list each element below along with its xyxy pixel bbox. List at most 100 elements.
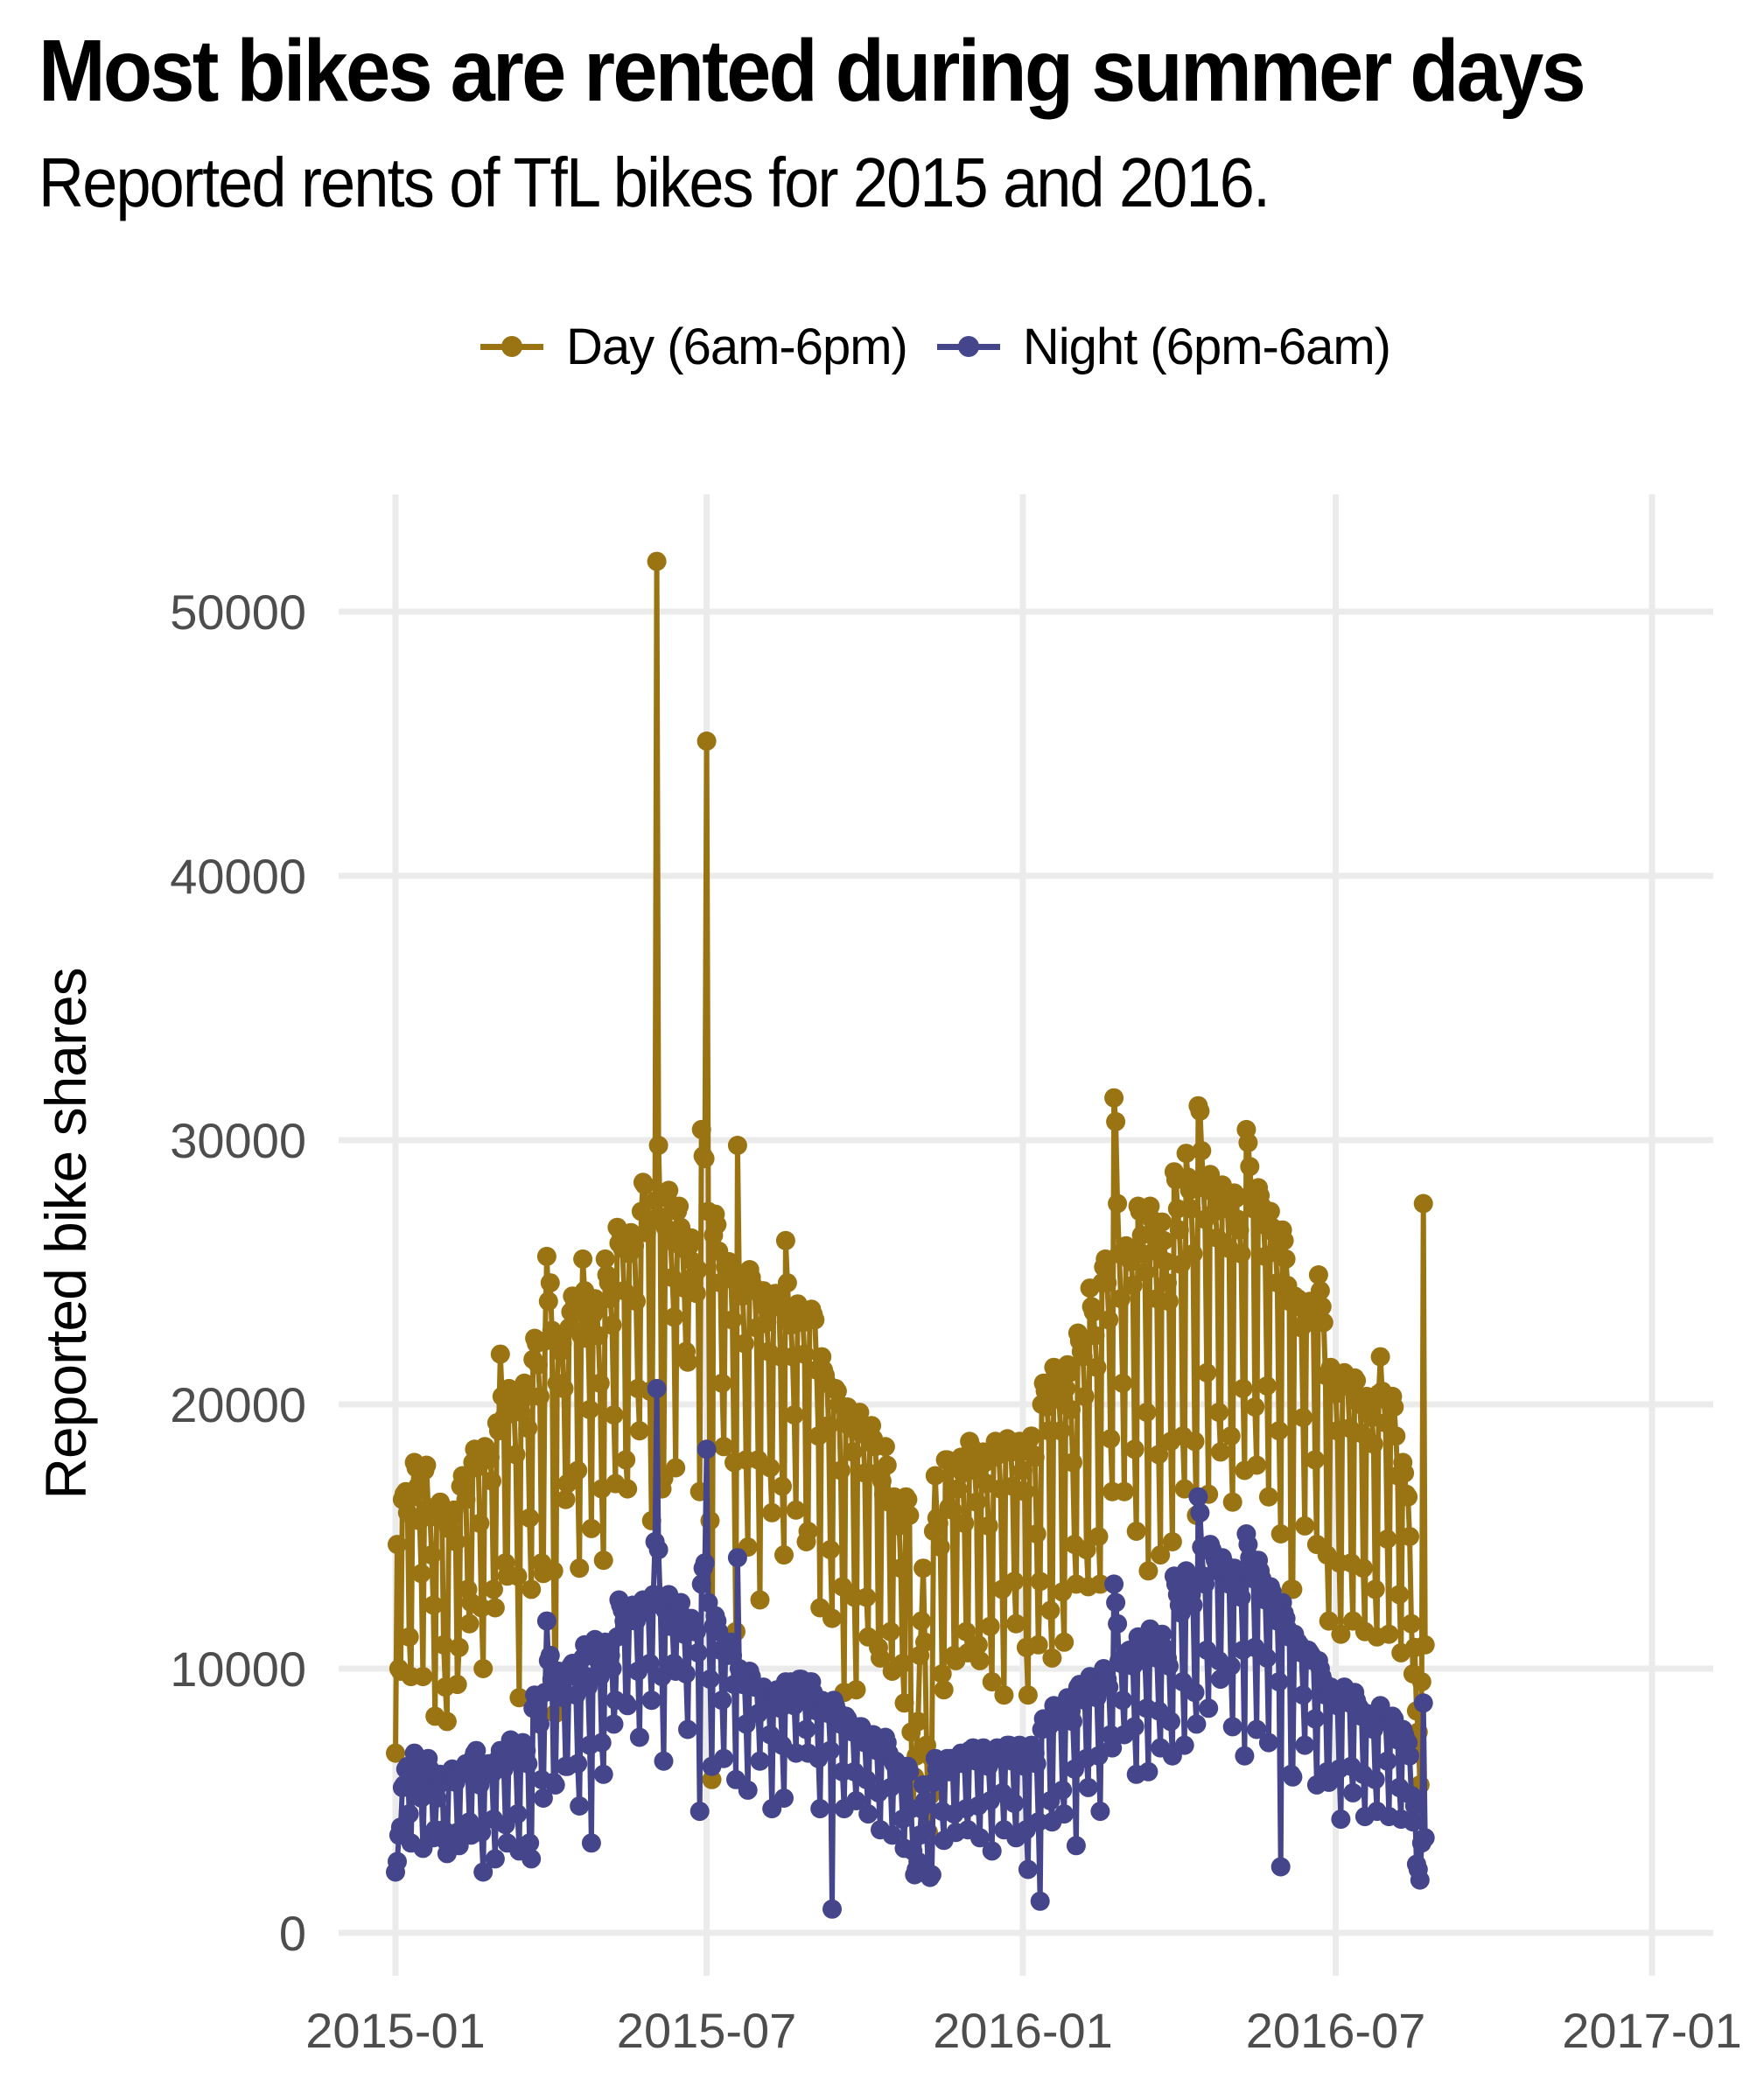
day-data-point bbox=[1363, 1434, 1383, 1454]
day-data-point bbox=[723, 1310, 742, 1330]
night-data-point bbox=[1415, 1828, 1435, 1848]
night-data-point bbox=[1319, 1772, 1339, 1792]
night-data-point bbox=[545, 1774, 565, 1795]
night-data-point bbox=[1186, 1714, 1207, 1734]
y-tick-label: 20000 bbox=[170, 1377, 306, 1432]
day-data-point bbox=[908, 1712, 928, 1732]
night-data-point bbox=[1270, 1857, 1291, 1877]
night-data-point bbox=[604, 1714, 624, 1734]
day-data-point bbox=[1395, 1463, 1415, 1483]
day-data-point bbox=[447, 1675, 467, 1695]
day-data-point bbox=[659, 1180, 679, 1200]
day-data-point bbox=[1283, 1579, 1303, 1600]
day-data-point bbox=[580, 1400, 599, 1419]
y-tick-label: 40000 bbox=[170, 849, 306, 904]
night-data-point bbox=[520, 1833, 540, 1853]
day-data-point bbox=[1113, 1373, 1132, 1393]
night-data-point bbox=[882, 1825, 902, 1845]
day-data-point bbox=[1276, 1249, 1296, 1269]
day-data-point bbox=[843, 1442, 863, 1462]
night-data-point bbox=[691, 1574, 711, 1594]
day-data-point bbox=[702, 1769, 722, 1789]
night-data-point bbox=[1028, 1812, 1048, 1832]
night-data-point bbox=[533, 1788, 553, 1808]
night-data-point bbox=[1078, 1777, 1098, 1797]
day-data-point bbox=[892, 1654, 913, 1673]
day-data-point bbox=[1222, 1492, 1242, 1512]
day-data-point bbox=[982, 1672, 1002, 1692]
day-data-point bbox=[1108, 1194, 1128, 1214]
night-data-point bbox=[1174, 1735, 1194, 1755]
night-data-point bbox=[1063, 1712, 1082, 1732]
night-data-point bbox=[473, 1862, 494, 1882]
day-data-point bbox=[536, 1246, 556, 1266]
day-data-point bbox=[528, 1354, 548, 1375]
day-data-point bbox=[1226, 1188, 1246, 1208]
day-data-point bbox=[760, 1458, 780, 1478]
day-data-point bbox=[1257, 1376, 1277, 1396]
night-data-point bbox=[1113, 1690, 1132, 1711]
night-data-point bbox=[917, 1820, 936, 1840]
day-data-point bbox=[1274, 1230, 1294, 1250]
day-data-point bbox=[912, 1611, 932, 1631]
day-data-point bbox=[750, 1590, 770, 1610]
legend-label-night: Night (6pm-6am) bbox=[1022, 318, 1391, 375]
day-data-point bbox=[1013, 1460, 1032, 1480]
night-data-point bbox=[647, 1378, 667, 1398]
night-data-point bbox=[1138, 1761, 1158, 1782]
night-data-point bbox=[1053, 1780, 1073, 1800]
night-data-point bbox=[714, 1748, 734, 1768]
day-data-point bbox=[1390, 1585, 1410, 1605]
day-data-point bbox=[1018, 1685, 1038, 1705]
day-data-point bbox=[634, 1175, 654, 1195]
day-data-point bbox=[1151, 1545, 1171, 1565]
night-data-point bbox=[618, 1696, 638, 1716]
y-tick-labels: 0 10000 20000 30000 40000 50000 bbox=[170, 584, 306, 1961]
day-data-point bbox=[590, 1373, 610, 1393]
day-data-point bbox=[773, 1476, 792, 1496]
day-data-point bbox=[1154, 1230, 1174, 1250]
day-data-point bbox=[648, 1136, 668, 1155]
day-data-point bbox=[822, 1608, 842, 1628]
night-data-point bbox=[1199, 1698, 1219, 1718]
night-data-point bbox=[1306, 1709, 1325, 1729]
night-data-point bbox=[1183, 1595, 1203, 1615]
night-data-point bbox=[1195, 1574, 1215, 1594]
day-data-point bbox=[1054, 1632, 1074, 1652]
night-data-point bbox=[921, 1865, 942, 1885]
night-data-point bbox=[688, 1642, 708, 1662]
day-data-point bbox=[1015, 1481, 1034, 1502]
night-data-point bbox=[388, 1852, 407, 1872]
legend-item-day: Day (6am-6pm) bbox=[477, 318, 908, 376]
day-data-point bbox=[557, 1474, 578, 1494]
day-data-point bbox=[1347, 1370, 1367, 1390]
day-data-point bbox=[932, 1664, 952, 1684]
day-data-point bbox=[900, 1505, 920, 1525]
night-data-point bbox=[593, 1764, 613, 1784]
day-data-point bbox=[588, 1326, 608, 1346]
day-data-point bbox=[1319, 1611, 1339, 1631]
day-data-point bbox=[955, 1513, 975, 1533]
day-data-point bbox=[424, 1595, 444, 1615]
day-data-point bbox=[1126, 1522, 1146, 1541]
day-data-point bbox=[408, 1476, 428, 1496]
night-data-point bbox=[1004, 1794, 1025, 1813]
series-night bbox=[386, 1378, 1435, 1919]
x-tick-label: 2015-07 bbox=[617, 2003, 797, 2058]
day-data-point bbox=[647, 551, 667, 571]
day-data-point bbox=[691, 1119, 711, 1139]
day-data-point bbox=[970, 1650, 990, 1670]
night-data-point bbox=[1343, 1782, 1363, 1802]
night-data-point bbox=[581, 1833, 601, 1853]
day-data-point bbox=[416, 1455, 437, 1475]
day-data-point bbox=[593, 1550, 613, 1571]
night-data-point bbox=[727, 1548, 747, 1568]
day-data-point bbox=[1123, 1276, 1143, 1296]
night-data-point bbox=[676, 1664, 696, 1684]
day-data-point bbox=[595, 1249, 615, 1269]
legend-label-day: Day (6am-6pm) bbox=[566, 318, 908, 375]
day-data-point bbox=[1028, 1634, 1048, 1655]
night-data-point bbox=[821, 1740, 840, 1760]
night-data-point bbox=[1295, 1735, 1315, 1755]
